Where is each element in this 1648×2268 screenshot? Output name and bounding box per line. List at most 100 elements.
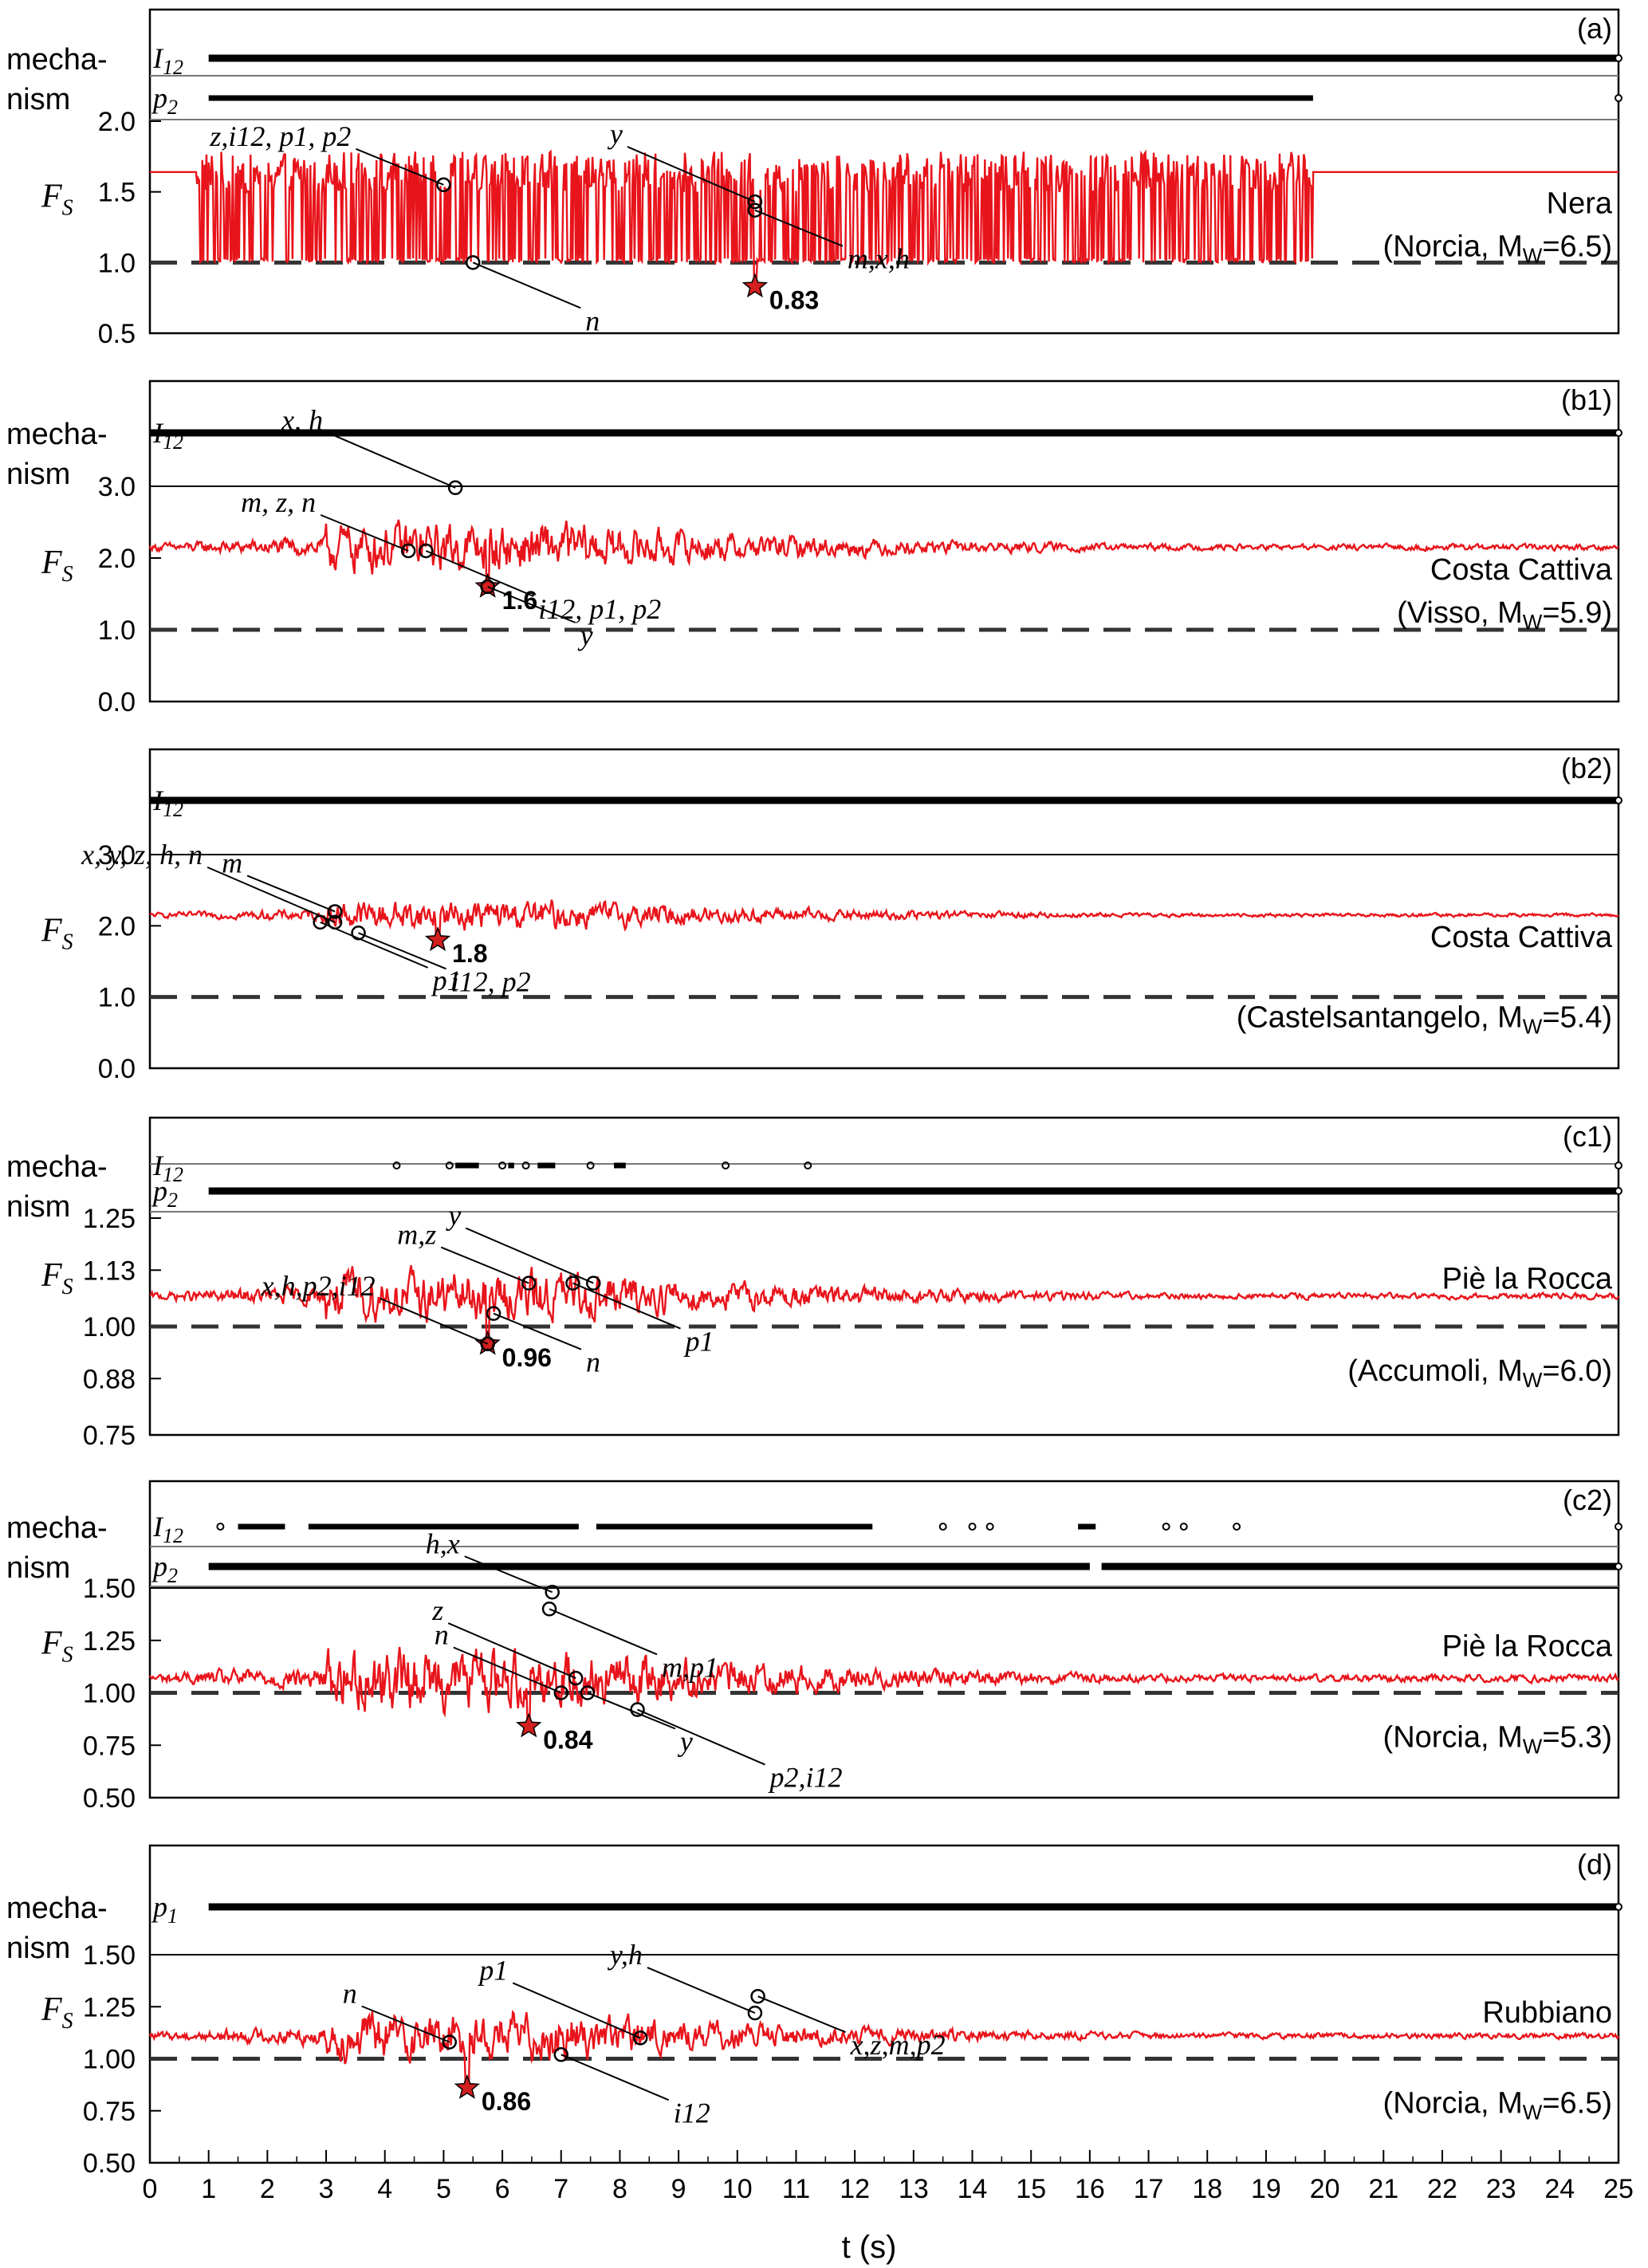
mechanism-range	[308, 1523, 579, 1530]
mechanism-activation-band	[392, 1162, 1622, 1169]
mechanism-onset-marker	[541, 1602, 557, 1617]
mechanism-onset-marker	[553, 2047, 569, 2062]
mechanism-axis-label: nism	[6, 1190, 70, 1224]
site-name: Piè la Rocca	[1442, 1629, 1613, 1663]
leader-line	[447, 1622, 576, 1680]
mechanism-annotation: n	[343, 1978, 357, 2010]
site-name: Rubbiano	[1482, 1996, 1612, 2030]
y-tick-label: 0.0	[98, 1054, 136, 1084]
mechanism-onset-marker	[351, 926, 366, 941]
mechanism-onset-marker	[419, 543, 434, 559]
mechanism-onset-marker	[436, 177, 451, 193]
leader-line	[358, 932, 446, 970]
mechanism-range	[238, 1523, 285, 1530]
mechanism-point	[804, 1162, 812, 1169]
mechanism-onset-marker	[747, 194, 763, 210]
min-fs-star	[424, 926, 451, 951]
mechanism-point	[722, 1162, 730, 1169]
mechanism-range	[455, 1162, 479, 1169]
y-tick-label: 2.0	[98, 911, 136, 941]
mechanism-point	[521, 1162, 530, 1169]
mechanism-annotation: x,h,p2,i12	[261, 1270, 376, 1302]
mechanism-onset-marker	[465, 255, 481, 270]
mechanism-annotation: m,z	[397, 1219, 436, 1251]
event-label: (Norcia, MW=6.5)	[1383, 230, 1612, 267]
y-tick-label: 3.0	[98, 472, 136, 502]
leader-line	[464, 1555, 553, 1594]
mechanism-end-marker	[1615, 796, 1622, 804]
panel-frame	[148, 1116, 1620, 1437]
x-tick-label: 23	[1486, 2174, 1516, 2204]
x-tick-label: 6	[495, 2174, 510, 2204]
y-tick-label: 1.00	[83, 2045, 136, 2075]
mechanism-annotation: z,i12, p1, p2	[209, 120, 351, 152]
mechanism-row-label: p2	[151, 82, 178, 119]
x-tick-label: 24	[1544, 2174, 1575, 2204]
y-tick-label: 0.50	[83, 1783, 136, 1814]
mechanism-point	[445, 1162, 454, 1169]
y-tick-label: 3.0	[98, 840, 136, 871]
mechanism-range	[596, 1523, 873, 1530]
x-axis-label: t (s)	[842, 2230, 897, 2265]
leader-line	[425, 550, 534, 597]
x-tick-label: 17	[1134, 2174, 1164, 2204]
event-label: (Visso, MW=5.9)	[1397, 596, 1612, 634]
mechanism-end-marker	[1615, 1162, 1622, 1169]
panel-frame	[148, 379, 1620, 703]
mechanism-axis-label: nism	[6, 1932, 70, 1965]
mechanism-point	[498, 1162, 507, 1169]
leader-line	[380, 1297, 489, 1345]
y-tick-label: 1.50	[83, 1940, 136, 1971]
mechanism-axis-label: mecha-	[6, 1892, 108, 1925]
mechanism-onset-marker	[327, 904, 343, 919]
mechanism-point	[985, 1523, 994, 1531]
y-tick-label: 1.25	[83, 1626, 136, 1657]
y-tick-label: 0.88	[83, 1364, 136, 1394]
y-tick-label: 1.13	[83, 1256, 136, 1286]
y-tick-label: 1.00	[83, 1312, 136, 1342]
leader-line	[472, 261, 581, 309]
panel-tag: (b2)	[1561, 752, 1612, 784]
panel-tag: (d)	[1577, 1848, 1612, 1881]
min-fs-star	[516, 1712, 542, 1738]
mechanism-row-label: I12	[152, 1511, 183, 1547]
mechanism-onset-marker	[447, 480, 463, 496]
mechanism-point	[216, 1523, 225, 1531]
x-tick-label: 7	[553, 2174, 568, 2204]
mechanism-annotation: p1	[682, 1326, 714, 1358]
mechanism-activation-band	[150, 429, 1622, 437]
panel-frame	[148, 748, 1620, 1070]
mechanism-range	[208, 1562, 1090, 1570]
mechanism-annotation: m,p1	[662, 1651, 718, 1683]
mechanism-annotation: p2,i12	[768, 1762, 843, 1794]
chart-panel: 1.50 1.25 1.00 0.75 0.50 FS mecha-nism I12 p2 0.8…	[6, 1480, 1622, 1814]
mechanism-onset-marker	[580, 1685, 596, 1700]
min-fs-label: 0.83	[769, 285, 819, 314]
x-tick-label: 14	[958, 2174, 988, 2204]
mechanism-onset-marker	[442, 2034, 458, 2050]
x-tick-label: 3	[319, 2174, 334, 2204]
mechanism-annotation: m	[222, 847, 242, 879]
y-tick-label: 1.5	[98, 178, 136, 208]
leader-line	[487, 586, 576, 623]
y-tick-label: 0.75	[83, 2097, 136, 2127]
mechanism-onset-marker	[480, 579, 495, 595]
x-tick-label: 18	[1192, 2174, 1222, 2204]
leader-line	[493, 1312, 582, 1350]
event-label: (Accumoli, MW=6.0)	[1347, 1354, 1612, 1392]
mechanism-onset-marker	[480, 1336, 495, 1352]
mechanism-axis-label: nism	[6, 83, 70, 116]
mechanism-onset-marker	[632, 2030, 648, 2046]
fs-time-history	[150, 149, 1619, 288]
panel-frame	[148, 1480, 1620, 1799]
fs-axis-label: FS	[41, 544, 73, 587]
mechanism-range	[614, 1162, 626, 1169]
chart-panel: 1.251.131.000.880.75FSmecha-nismI12p20.9…	[6, 1116, 1622, 1451]
x-tick-label: 11	[782, 2174, 810, 2204]
fs-axis-label: FS	[41, 912, 73, 954]
event-label: (Norcia, MW=5.3)	[1383, 1721, 1612, 1759]
x-tick-label: 10	[722, 2174, 753, 2204]
mechanism-onset-marker	[747, 2005, 763, 2021]
